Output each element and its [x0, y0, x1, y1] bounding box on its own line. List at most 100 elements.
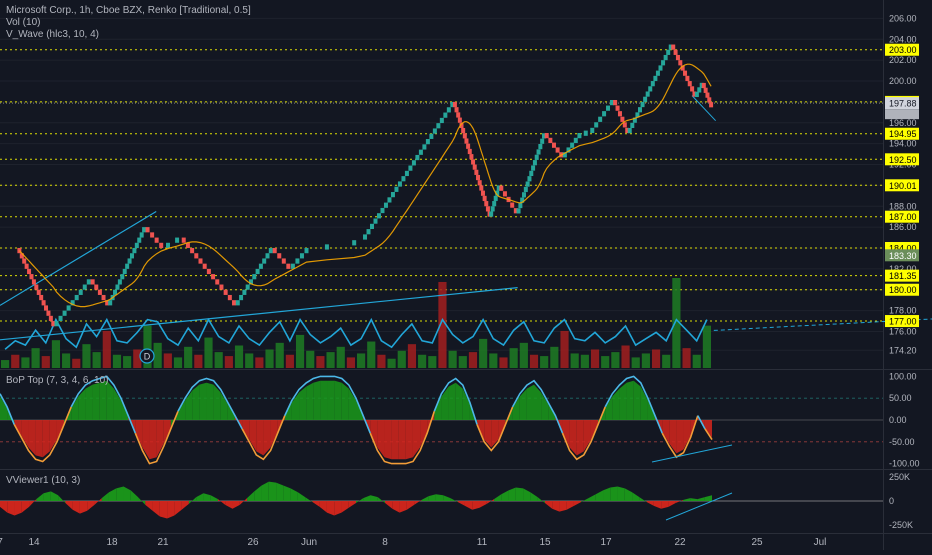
bop-line-orange — [134, 410, 179, 465]
renko-brick — [429, 133, 434, 139]
bop-line-orange — [476, 406, 514, 452]
price-tick-label: 206.00 — [889, 13, 917, 23]
bop-fill — [462, 388, 470, 420]
price-tick-label: 194.00 — [889, 139, 917, 149]
renko-brick — [482, 195, 487, 202]
vv-fill — [36, 493, 44, 501]
renko-brick — [655, 70, 660, 76]
renko-brick — [101, 294, 106, 301]
ma-line — [18, 63, 712, 308]
renko-brick — [685, 75, 690, 82]
volume-bar — [448, 350, 457, 368]
bop-fill — [619, 382, 627, 420]
bop-fill — [477, 420, 485, 440]
vv-fill — [552, 501, 560, 512]
vv-fill — [559, 501, 567, 512]
renko-brick — [583, 130, 588, 136]
renko-brick — [70, 300, 75, 306]
vol-study-label[interactable]: Vol (10) — [6, 17, 41, 28]
volume-bar — [295, 334, 305, 368]
vv-fill — [196, 493, 204, 501]
volume-bar — [611, 352, 620, 368]
time-tick-label: 25 — [751, 537, 763, 548]
renko-brick — [666, 49, 671, 55]
time-tick-label: 18 — [106, 537, 118, 548]
vv-fill — [225, 501, 233, 509]
price-label: 192.50 — [889, 155, 917, 165]
bop-fill — [683, 420, 691, 450]
bop-study-label[interactable]: BoP Top (7, 3, 4, 6, 10) — [6, 375, 109, 386]
bop-fill — [0, 396, 8, 420]
vv-fill — [188, 497, 197, 504]
vv-tick-label: 0 — [889, 496, 894, 506]
bop-fill — [92, 382, 100, 420]
vv-fill — [414, 500, 422, 505]
renko-brick — [51, 321, 56, 327]
vwave-study-label[interactable]: V_Wave (hlc3, 10, 4) — [6, 29, 100, 40]
bop-fill — [519, 388, 527, 420]
renko-brick — [380, 207, 385, 214]
renko-brick — [613, 100, 618, 106]
vv-fill — [450, 498, 458, 502]
volume-bar — [662, 354, 671, 368]
renko-brick — [299, 253, 304, 259]
bop-fill — [341, 382, 349, 420]
bop-fill — [28, 420, 36, 456]
vv-fill — [457, 501, 465, 506]
renko-brick — [523, 186, 528, 193]
renko-brick — [34, 284, 39, 290]
time-tick-label: 22 — [674, 537, 686, 548]
bop-fill — [284, 402, 292, 420]
renko-brick — [394, 186, 399, 192]
renko-brick — [129, 253, 134, 259]
volume-bar — [458, 356, 467, 368]
vviewer-study-label[interactable]: VViewer1 (10, 3) — [6, 475, 81, 486]
volume-bar — [21, 357, 30, 368]
renko-brick — [387, 197, 392, 203]
symbol-title[interactable]: Microsoft Corp., 1h, Cboe BZX, Renko [Tr… — [6, 5, 251, 16]
bop-fill — [405, 420, 413, 460]
vv-fill — [472, 501, 480, 510]
bop-line-orange — [369, 411, 436, 465]
renko-brick — [390, 192, 395, 198]
bop-line-orange — [561, 406, 606, 461]
renko-brick — [661, 60, 666, 66]
renko-brick — [132, 248, 137, 254]
renko-brick — [663, 54, 668, 61]
renko-brick — [471, 159, 476, 165]
renko-brick — [467, 148, 472, 155]
renko-brick — [678, 60, 683, 66]
bop-fill — [398, 420, 406, 460]
vv-fill — [377, 497, 386, 503]
price-label-box — [885, 43, 919, 56]
price-tick-label: 202.00 — [889, 55, 917, 65]
vv-fill — [297, 492, 306, 501]
renko-brick — [701, 82, 706, 89]
renko-brick — [215, 279, 220, 285]
vv-fill — [152, 501, 160, 517]
renko-brick — [369, 223, 374, 230]
renko-brick — [671, 44, 676, 50]
renko-brick — [490, 206, 495, 212]
renko-brick — [495, 190, 500, 196]
volume-bar — [438, 281, 447, 368]
volume-bar — [153, 342, 162, 368]
bop-line-blue — [433, 377, 478, 425]
vv-fill — [653, 501, 662, 509]
renko-brick — [675, 54, 680, 61]
price-tick-label: 174.20 — [889, 345, 917, 355]
volume-bar — [224, 356, 233, 368]
volume-bar — [82, 344, 91, 368]
bop-fill — [156, 420, 164, 458]
volume-bar — [519, 342, 528, 368]
renko-brick — [150, 232, 155, 238]
vv-fill — [21, 501, 30, 513]
bop-fill — [569, 420, 577, 456]
volume-bar — [112, 354, 122, 368]
volume-bar — [692, 354, 701, 368]
time-tick-label: 7 — [0, 537, 3, 548]
vviewer-panel: 250K 0 -250K — [0, 472, 913, 530]
vv-fill — [232, 501, 240, 509]
time-tick-label: 15 — [539, 537, 551, 548]
